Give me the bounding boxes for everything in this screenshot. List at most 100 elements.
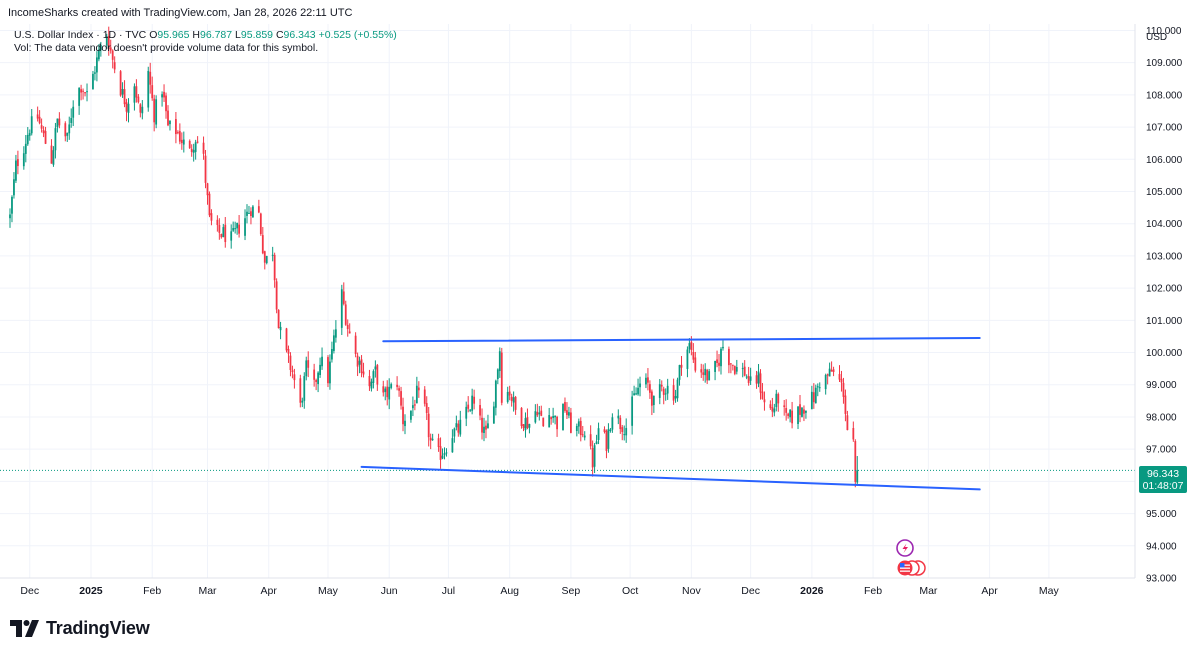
candle-body: [370, 381, 373, 389]
candle-body: [755, 375, 758, 384]
candle-body: [248, 212, 250, 214]
candle-body: [28, 133, 31, 136]
candle-body: [550, 417, 553, 420]
x-tick-label: Nov: [682, 585, 701, 597]
candle-body: [289, 355, 292, 371]
candle-body: [645, 377, 647, 385]
candle-body: [818, 387, 821, 389]
candle-body: [838, 374, 841, 380]
candle-body: [506, 391, 509, 402]
candle-body: [431, 438, 434, 440]
candle-body: [763, 399, 766, 403]
candle-body: [672, 385, 675, 401]
tradingview-wordmark: TradingView: [46, 618, 150, 638]
candle-body: [141, 106, 144, 114]
candle-body: [816, 386, 819, 388]
candle-body: [423, 389, 426, 404]
candle-body: [163, 91, 165, 98]
candle-body: [704, 368, 707, 376]
candle-body: [307, 360, 310, 368]
candle-body: [329, 361, 331, 384]
x-tick-label: Apr: [261, 585, 278, 597]
x-tick-label: Dec: [741, 585, 760, 597]
candle-body: [238, 224, 240, 234]
bar-countdown: 01:48:07: [1143, 480, 1184, 492]
candle-body: [494, 380, 497, 408]
candle-body: [526, 417, 529, 429]
candle-body: [611, 417, 614, 430]
volume-note: Vol: The data vendor doesn't provide vol…: [14, 42, 319, 54]
lightning-event-icon[interactable]: [896, 539, 914, 557]
candle-body: [313, 369, 316, 380]
trendline[interactable]: [382, 337, 981, 343]
candle-body: [220, 234, 223, 238]
candle-body: [38, 116, 41, 124]
candle-body: [692, 352, 695, 360]
candle-body: [583, 435, 586, 438]
candle-body: [382, 386, 385, 393]
candle-body: [832, 369, 835, 372]
candle-body: [40, 125, 43, 129]
candle-body: [334, 329, 337, 338]
candle-body: [842, 382, 845, 397]
candle-body: [384, 388, 387, 392]
candle-body: [783, 405, 786, 407]
candle-body: [485, 425, 487, 430]
candle-body: [246, 211, 248, 216]
candle-body: [273, 254, 276, 281]
candle-body: [801, 407, 803, 417]
y-tick-label: 106.000: [1146, 155, 1183, 166]
candle-body: [176, 132, 179, 134]
candle-body: [810, 391, 813, 410]
candle-body: [372, 371, 375, 383]
candle-body: [218, 224, 221, 233]
candle-body: [376, 364, 379, 385]
chart-canvas[interactable]: 93.00094.00095.00096.00097.00098.00099.0…: [0, 0, 1200, 608]
candle-body: [605, 430, 608, 451]
x-tick-label: Feb: [864, 585, 882, 597]
candle-body: [299, 378, 302, 403]
candle-body: [469, 409, 472, 411]
candle-body: [82, 90, 84, 92]
candle-body: [745, 376, 748, 378]
candle-body: [139, 104, 142, 113]
candle-body: [467, 404, 470, 409]
candle-body: [512, 397, 515, 403]
candle-body: [680, 364, 683, 368]
candle-body: [603, 429, 606, 432]
candle-body: [631, 396, 634, 426]
candle-body: [252, 206, 254, 218]
candle-body: [749, 376, 752, 381]
candle-body: [528, 423, 531, 428]
high-value: 96.787: [200, 29, 233, 41]
us-flag-event-icon[interactable]: [897, 560, 926, 576]
candle-body: [828, 368, 831, 377]
candle-body: [852, 428, 855, 440]
y-tick-label: 100.000: [1146, 348, 1183, 359]
candle-body: [702, 372, 705, 375]
tradingview-logo[interactable]: TradingView: [10, 618, 150, 639]
candle-body: [263, 251, 266, 263]
candle-body: [579, 420, 582, 436]
candle-body: [443, 453, 446, 456]
symbol-title[interactable]: U.S. Dollar Index · 1D · TVC: [14, 29, 147, 41]
candle-body: [400, 391, 402, 406]
x-tick-label: Feb: [143, 585, 161, 597]
candle-body: [96, 57, 98, 73]
currency-label[interactable]: USD: [1146, 32, 1167, 43]
last-price-tag: 96.343 01:48:07: [1139, 466, 1187, 493]
candle-body: [556, 416, 558, 430]
trendline[interactable]: [360, 465, 981, 491]
candle-body: [109, 47, 112, 51]
candle-body: [625, 428, 628, 436]
event-markers[interactable]: [896, 539, 926, 576]
candle-body: [593, 445, 596, 467]
candle-body: [694, 357, 697, 371]
candle-body: [566, 410, 568, 416]
x-tick-label: Oct: [622, 585, 638, 597]
candles: [0, 26, 1135, 488]
candle-body: [402, 406, 404, 425]
candle-body: [840, 378, 843, 383]
candle-body: [639, 383, 641, 388]
time-axis[interactable]: ovDec2025FebMarAprMayJunJulAugSepOctNovD…: [0, 585, 1060, 597]
